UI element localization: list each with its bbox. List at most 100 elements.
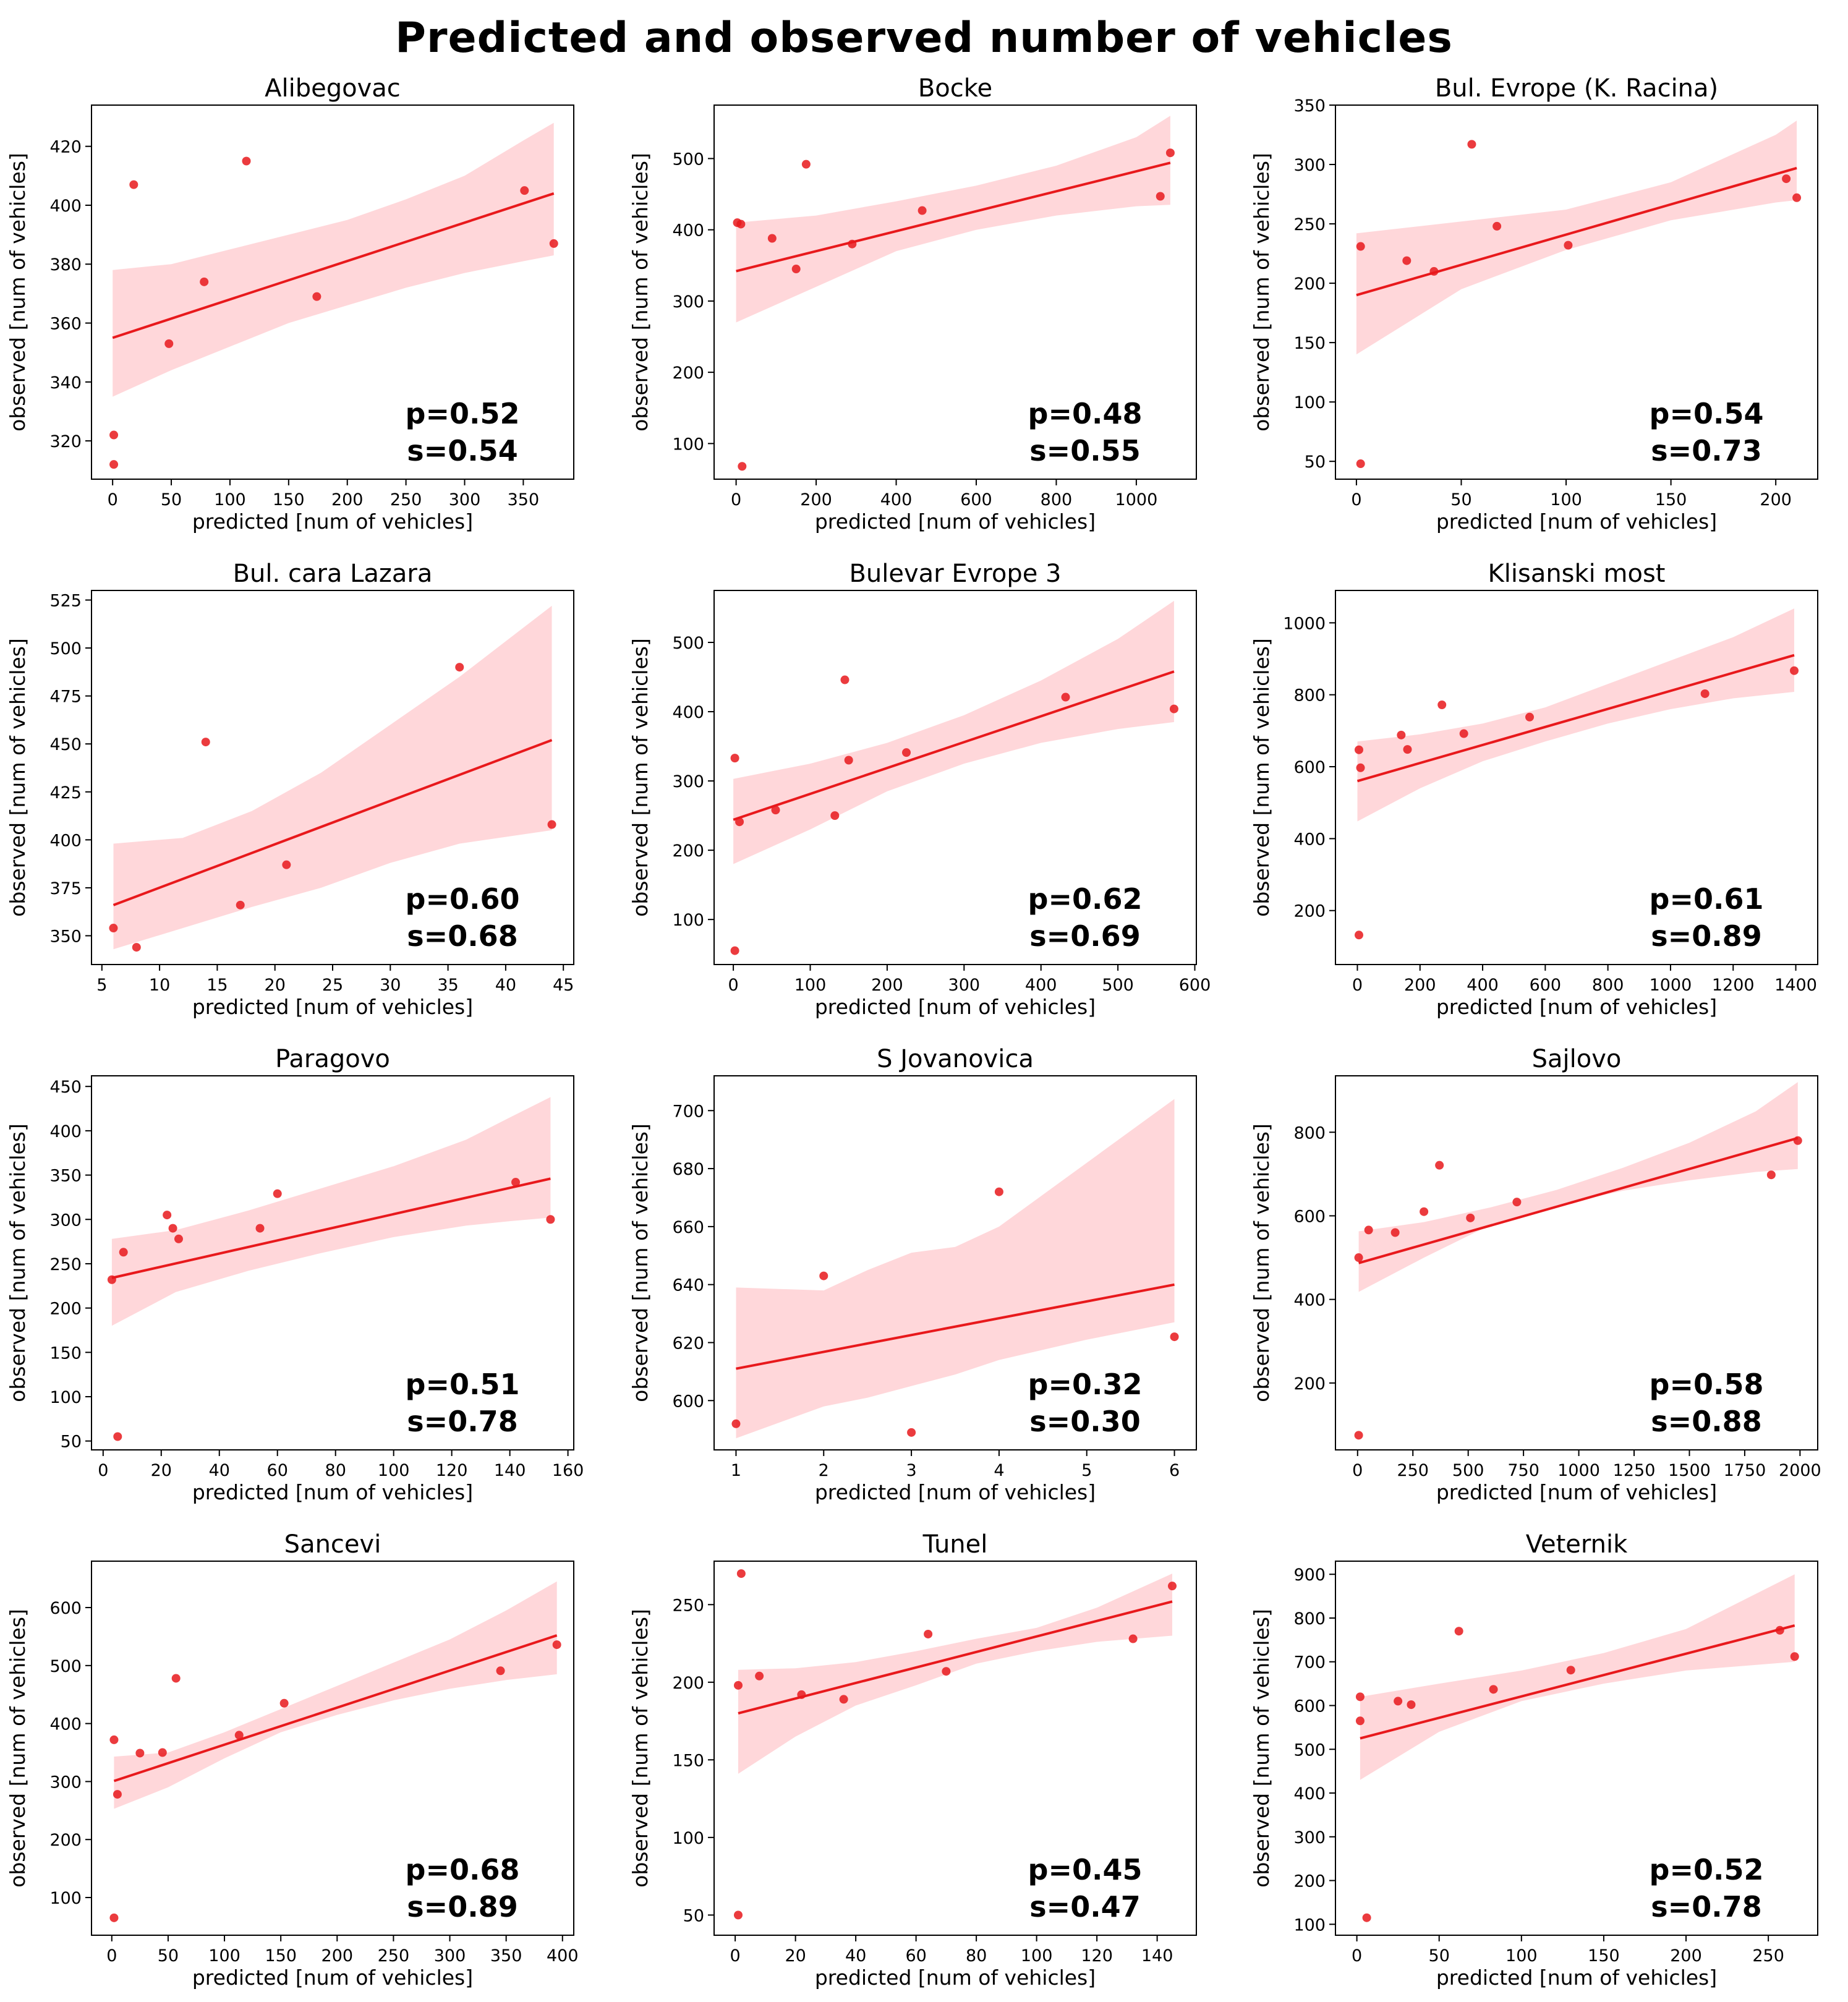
x-tick-label: 1000 — [1115, 490, 1158, 509]
data-point — [907, 1428, 916, 1437]
x-tick-label: 250 — [1752, 1946, 1784, 1966]
p-statistic: p=0.32 — [1028, 1368, 1143, 1401]
y-tick-label: 300 — [49, 1211, 82, 1230]
data-point — [200, 277, 209, 286]
data-point — [771, 806, 780, 815]
x-tick-label: 750 — [1507, 1461, 1539, 1480]
y-tick-label: 900 — [1293, 1565, 1326, 1585]
data-point — [738, 462, 747, 471]
y-tick-label: 200 — [49, 1300, 82, 1319]
data-point — [994, 1187, 1003, 1196]
x-tick-label: 0 — [730, 1946, 741, 1966]
y-tick-label: 50 — [683, 1906, 704, 1925]
x-tick-label: 150 — [273, 490, 305, 509]
data-point — [107, 1275, 116, 1284]
data-point — [1354, 745, 1363, 754]
confidence-band — [736, 116, 1170, 323]
y-tick-label: 475 — [49, 688, 82, 707]
data-point — [1766, 1170, 1776, 1180]
data-point — [918, 206, 927, 215]
y-tick-label: 200 — [672, 364, 704, 383]
y-tick-label: 425 — [49, 783, 82, 803]
data-point — [840, 675, 849, 684]
data-point — [1792, 193, 1802, 202]
y-tick-label: 100 — [1293, 1915, 1326, 1935]
data-point — [109, 924, 118, 933]
plot-frame — [713, 1561, 1197, 1936]
regression-line — [113, 739, 553, 906]
y-axis-label: observed [num of vehicles] — [6, 1609, 30, 1888]
y-axis-label: observed [num of vehicles] — [1250, 1123, 1274, 1402]
data-point — [496, 1666, 505, 1676]
p-statistic: p=0.51 — [406, 1368, 520, 1401]
data-point — [1356, 459, 1365, 469]
data-point — [1700, 689, 1710, 698]
data-point — [1170, 1332, 1179, 1342]
plot-frame — [1335, 104, 1818, 480]
x-tick-label: 35 — [437, 976, 458, 995]
x-tick-label: 60 — [267, 1461, 288, 1480]
y-tick-label: 100 — [672, 911, 704, 930]
y-tick-label: 600 — [672, 1392, 704, 1411]
x-tick-label: 400 — [880, 490, 913, 509]
data-point — [1128, 1634, 1138, 1643]
p-statistic: p=0.52 — [1650, 1853, 1764, 1886]
s-statistic: s=0.78 — [407, 1405, 517, 1438]
data-point — [1793, 1136, 1802, 1145]
y-tick-label: 800 — [1293, 686, 1326, 705]
x-tick-label: 4 — [994, 1461, 1004, 1480]
x-tick-label: 200 — [331, 490, 364, 509]
x-tick-label: 200 — [871, 976, 903, 995]
x-axis-label: predicted [num of vehicles] — [192, 995, 473, 1019]
x-tick-label: 100 — [1505, 1946, 1538, 1966]
p-statistic: p=0.48 — [1028, 397, 1143, 430]
subplot-title: Paragovo — [275, 1045, 390, 1073]
x-tick-label: 20 — [265, 976, 286, 995]
y-tick-label: 600 — [49, 1599, 82, 1618]
data-point — [1429, 266, 1439, 276]
data-point — [1355, 1716, 1365, 1726]
x-tick-label: 300 — [449, 490, 481, 509]
s-statistic: s=0.88 — [1651, 1405, 1761, 1438]
y-tick-label: 600 — [1293, 1207, 1326, 1226]
regression-line — [1356, 654, 1795, 783]
confidence-band — [733, 600, 1174, 864]
x-tick-label: 0 — [731, 490, 741, 509]
chart-1: 0 50 100 150 200 250 300 350 320 340 360 380 400 420 A… — [6, 74, 574, 534]
data-point — [735, 817, 744, 827]
subplot-title: Alibegovac — [265, 74, 401, 103]
y-axis-label: observed [num of vehicles] — [6, 1123, 30, 1402]
x-tick-label: 100 — [378, 1461, 410, 1480]
y-tick-label: 640 — [672, 1276, 704, 1295]
chart-6: 0 200 400 600 800 1000 1200 1400 200 400 600 800 100… — [1250, 560, 1818, 1019]
data-point — [547, 820, 556, 829]
y-tick-label: 150 — [49, 1344, 82, 1363]
x-tick-label: 100 — [214, 490, 246, 509]
confidence-band — [111, 1097, 551, 1326]
s-statistic: s=0.78 — [1651, 1890, 1761, 1923]
confidence-band — [113, 122, 554, 397]
data-point — [520, 186, 529, 195]
y-tick-label: 800 — [1293, 1609, 1326, 1629]
y-axis-label: observed [num of vehicles] — [628, 638, 652, 917]
y-tick-label: 350 — [49, 927, 82, 946]
p-statistic: p=0.61 — [1650, 882, 1764, 916]
data-point — [1165, 148, 1175, 158]
data-point — [731, 1419, 741, 1428]
confidence-band — [738, 1574, 1172, 1774]
subplot-title: Veternik — [1526, 1530, 1628, 1559]
y-tick-label: 600 — [1293, 1697, 1326, 1716]
x-tick-label: 1000 — [1650, 976, 1692, 995]
x-tick-label: 3 — [906, 1461, 916, 1480]
p-statistic: p=0.68 — [406, 1853, 520, 1886]
s-statistic: s=0.30 — [1029, 1405, 1140, 1438]
p-statistic: p=0.62 — [1028, 882, 1143, 916]
plot-frame — [713, 590, 1197, 965]
data-point — [830, 811, 840, 820]
s-statistic: s=0.73 — [1651, 434, 1761, 467]
data-point — [511, 1178, 521, 1187]
y-tick-label: 250 — [1293, 215, 1326, 234]
x-tick-label: 120 — [436, 1461, 468, 1480]
data-point — [113, 1432, 122, 1441]
plot-frame — [91, 1075, 574, 1450]
